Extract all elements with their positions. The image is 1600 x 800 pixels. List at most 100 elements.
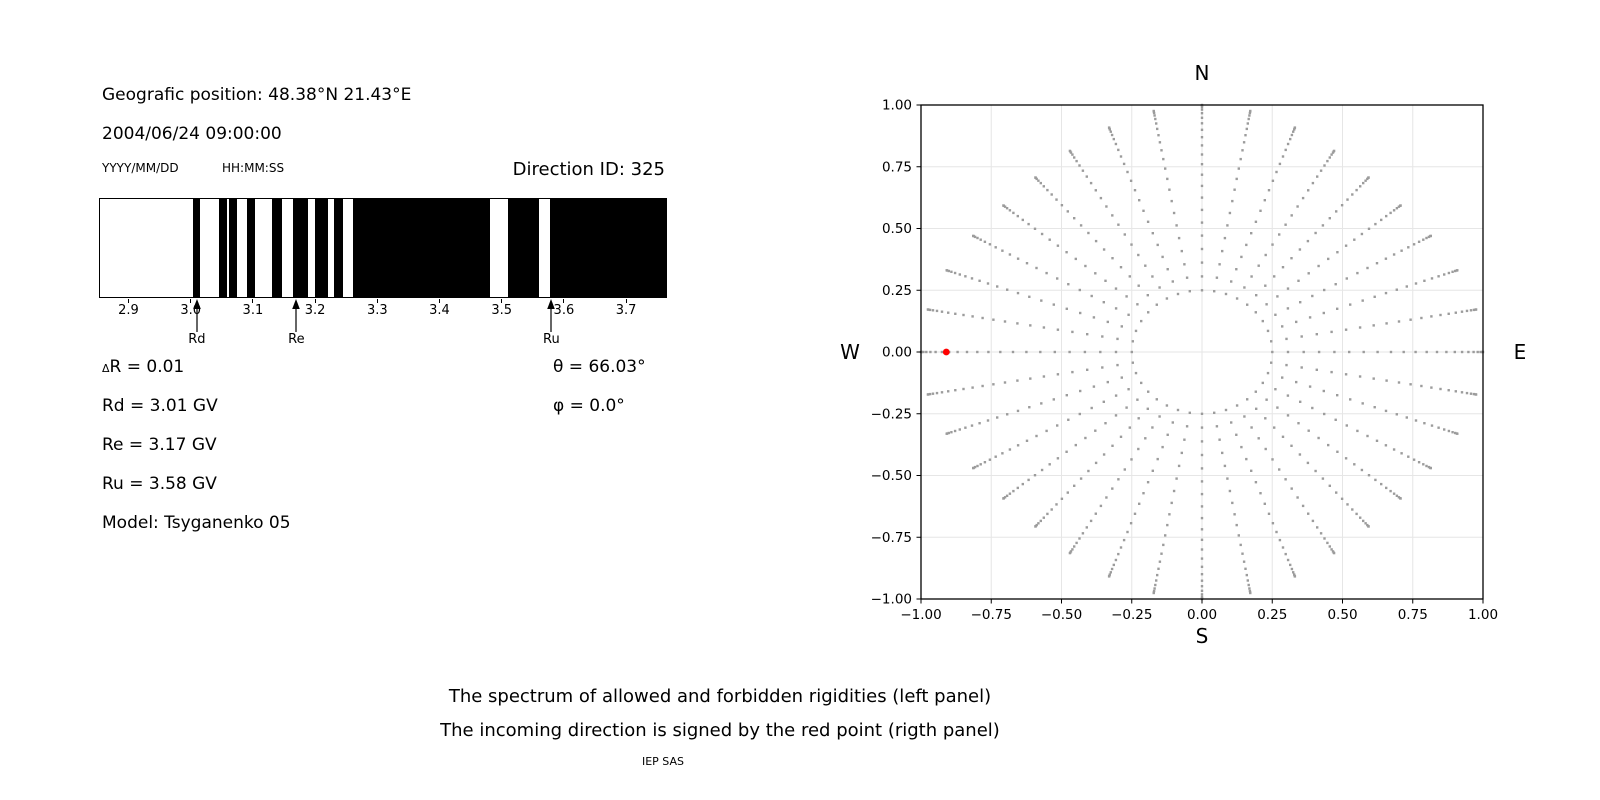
spoke-dot [971,386,974,389]
spoke-dot [1048,463,1051,466]
spoke-dot [1200,128,1204,131]
spoke-dot [1290,214,1293,217]
spoke-dot [1420,384,1423,388]
spoke-dot [1315,333,1318,336]
spoke-dot [1127,388,1130,391]
spoke-dot [1039,181,1042,185]
spoke-dot [1259,492,1262,495]
spoke-dot [1346,503,1349,506]
spoke-dot [1114,142,1118,146]
spoke-dot [1087,469,1090,473]
spoke-dot [1152,591,1155,595]
spoke-dot [1247,583,1250,587]
spoke-dot [1300,366,1303,369]
spoke-dot [1244,567,1247,570]
spoke-dot [1302,350,1305,354]
spoke-dot [1248,589,1252,593]
spoke-dot [1443,273,1446,276]
spoke-dot [1200,144,1204,147]
spoke-dot [1250,469,1253,472]
spoke-dot [1361,402,1364,405]
spoke-dot [970,424,974,427]
spoke-dot [1334,283,1337,286]
spoke-dot [1111,257,1114,260]
spoke-dot [1344,457,1348,460]
spoke-dot [1079,477,1083,480]
re-text: Re = 3.17 GV [102,435,217,455]
spoke-dot [1296,496,1299,499]
spoke-dot [1293,573,1296,576]
spoke-dot [1254,311,1257,314]
spoke-dot [1136,398,1139,401]
spoke-dot [1071,370,1074,374]
spoke-dot [1079,389,1082,393]
spoke-dot [1447,312,1450,315]
spoke-dot [1060,497,1064,500]
spoke-dot [992,383,995,386]
spoke-dot [1328,217,1331,220]
spoke-dot [1417,240,1421,243]
spoke-dot [1239,157,1242,161]
spoke-dot [1293,126,1297,129]
spoke-dot [1235,404,1239,407]
spectrum-x-tick [128,299,129,303]
spoke-dot [1137,417,1140,420]
spoke-dot [1200,595,1204,599]
re-marker-label: Re [288,332,305,347]
spoke-dot [1273,426,1276,429]
spoke-dot [1407,246,1410,249]
spoke-dot [1233,513,1236,516]
spoke-dot [1056,244,1060,247]
spoke-dot [1317,436,1320,440]
spoke-dot [1331,151,1335,154]
spoke-dot [1183,263,1186,266]
spoke-dot [1301,504,1305,508]
spoke-dot [1311,294,1314,298]
spoke-dot [1008,253,1012,256]
spoke-dot [1215,276,1219,279]
spoke-dot [1284,223,1287,226]
spoke-dot [1176,408,1180,412]
spoke-dot [1107,575,1111,578]
spoke-dot [1085,175,1088,178]
spoke-dot [1399,497,1402,500]
spoke-dot [1046,512,1049,516]
spoke-dot [1414,282,1418,285]
spoke-dot [1099,350,1102,354]
spoke-dot [1409,383,1412,386]
spoke-dot [1290,487,1293,490]
spoke-dot [1034,176,1037,179]
spoke-dot [1156,243,1159,247]
spoke-dot [1237,167,1240,170]
compass-label-e: E [1514,340,1527,364]
y-tick-label: −0.50 [871,468,912,484]
forbidden-band [271,199,282,297]
spoke-dot [1335,491,1338,494]
spoke-dot [1084,264,1087,268]
spoke-dot [1158,286,1161,289]
spoke-dot [1351,508,1354,511]
x-tick-label: 0.75 [1398,607,1428,623]
spoke-dot [1002,204,1005,207]
spoke-dot [1065,251,1068,254]
spoke-dot [954,312,957,315]
spoke-dot [988,243,992,246]
spoke-dot [1374,478,1377,482]
spoke-dot [1087,231,1090,235]
spoke-dot [1281,435,1285,438]
spoke-dot [976,464,979,468]
date-format-hint: YYYY/MM/DD [102,161,179,175]
spoke-dot [1250,275,1253,278]
spoke-dot [928,308,932,312]
spoke-dot [1281,546,1285,549]
spoke-dot [1071,548,1074,551]
x-tick-label: 0.25 [1257,607,1287,623]
spoke-dot [1423,422,1426,425]
spoke-dot [1425,236,1428,240]
spoke-dot [1286,394,1290,397]
spoke-dot [1052,303,1055,306]
model-text: Model: Tsyganenko 05 [102,513,291,533]
spoke-dot [1465,391,1469,395]
spoke-dot [1140,319,1143,323]
